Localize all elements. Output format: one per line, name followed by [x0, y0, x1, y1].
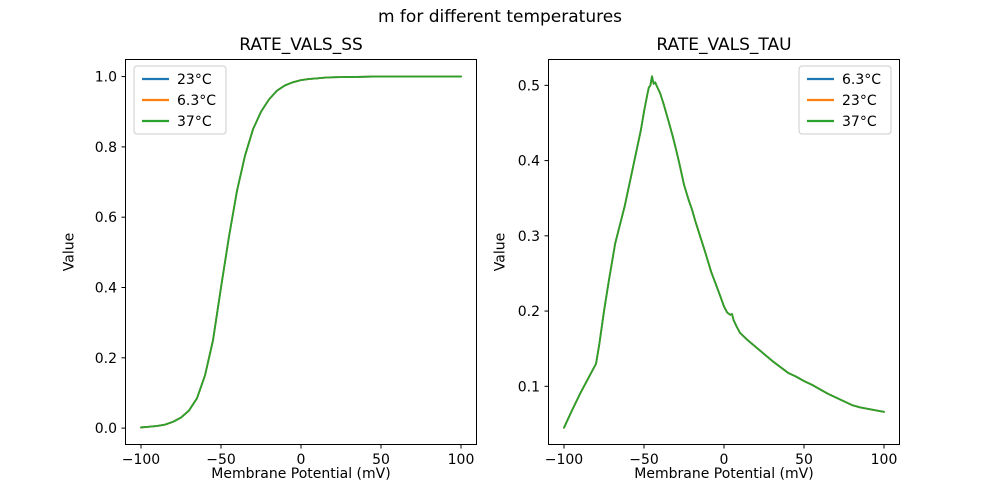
subplot-tau-ylabel: Value [492, 232, 509, 272]
subplot-tau: −100 −50 0 50 100 0.1 0.2 0.3 0.4 0.5 6.3°C 23°C 37°… [518, 59, 900, 468]
x-tick-label-tau: 100 [871, 452, 898, 468]
subplot-tau-title: RATE_VALS_TAU [656, 35, 792, 55]
x-tick-label-ss: 50 [372, 452, 390, 468]
legend-ss: 23°C 6.3°C 37°C [133, 65, 227, 135]
y-tick-label-tau: 0.3 [518, 229, 540, 245]
legend-box-tau [798, 65, 892, 135]
x-tick-label-tau: −50 [629, 452, 659, 468]
y-tick-label-ss: 0.0 [95, 421, 117, 437]
legend-label-ss-37c: 37°C [177, 114, 212, 130]
x-tick-label-tau: 50 [795, 452, 813, 468]
y-tick-label-ss: 0.2 [95, 351, 117, 367]
y-tick-label-ss: 0.8 [95, 140, 117, 156]
x-tick-label-tau: 0 [720, 452, 729, 468]
series-lines-ss [140, 75, 462, 429]
legend-label-tau-23c: 23°C [842, 93, 877, 109]
y-tick-label-tau: 0.2 [518, 304, 540, 320]
y-tick-label-tau: 0.5 [518, 78, 540, 94]
y-tick-label-tau: 0.4 [518, 154, 540, 170]
legend-tau: 6.3°C 23°C 37°C [798, 65, 892, 135]
subplot-ss-title: RATE_VALS_SS [239, 35, 363, 55]
subplot-ss-ylabel: Value [61, 232, 78, 272]
y-tick-label-ss: 0.6 [95, 210, 117, 226]
axes-frame-ss [125, 59, 477, 445]
series-line-tau-37c [563, 75, 885, 429]
figure-suptitle: m for different temperatures [377, 7, 623, 27]
axes-frame-tau [548, 59, 900, 445]
x-tick-label-ss: −100 [122, 452, 160, 468]
subplot-tau-xlabel: Membrane Potential (mV) [634, 466, 814, 482]
legend-box-ss [133, 65, 227, 135]
x-tick-label-ss: −50 [206, 452, 236, 468]
x-tick-label-ss: 100 [448, 452, 475, 468]
y-tick-label-tau: 0.1 [518, 379, 540, 395]
legend-label-ss-6.3c: 6.3°C [177, 93, 216, 109]
y-tick-label-ss: 0.4 [95, 281, 117, 297]
x-tick-label-ss: 0 [297, 452, 306, 468]
x-tick-label-tau: −100 [545, 452, 583, 468]
legend-label-ss-23c: 23°C [177, 72, 212, 88]
series-lines-tau [563, 75, 885, 429]
series-line-ss-37c [140, 75, 462, 429]
subplot-ss: −100 −50 0 50 100 0.0 0.2 0.4 0.6 0.8 1.0 23°C 6.3°C… [95, 59, 477, 468]
legend-label-tau-6.3c: 6.3°C [842, 72, 881, 88]
legend-label-tau-37c: 37°C [842, 114, 877, 130]
subplot-ss-xlabel: Membrane Potential (mV) [211, 466, 391, 482]
y-tick-label-ss: 1.0 [95, 70, 117, 86]
